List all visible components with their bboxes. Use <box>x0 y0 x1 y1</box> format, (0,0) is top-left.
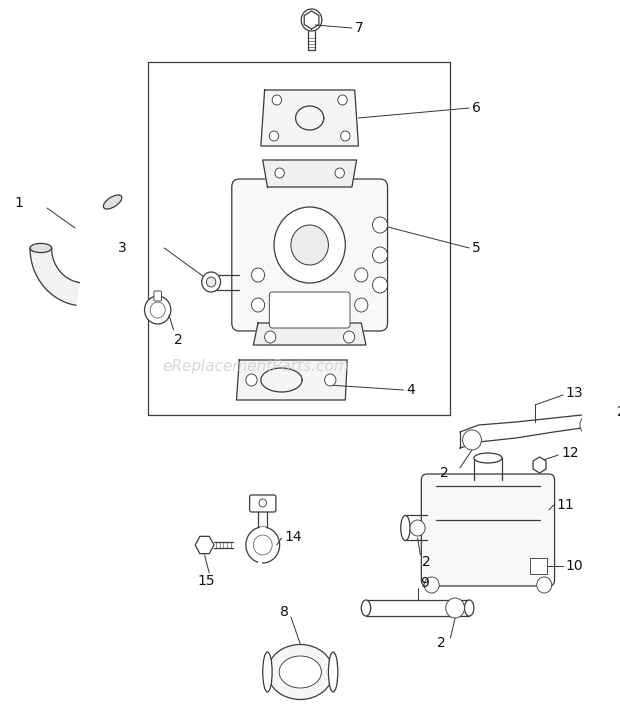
Circle shape <box>537 577 552 593</box>
Text: 7: 7 <box>355 21 363 35</box>
Polygon shape <box>236 360 347 400</box>
Text: 8: 8 <box>280 605 289 619</box>
Circle shape <box>252 298 265 312</box>
Circle shape <box>291 225 329 265</box>
Circle shape <box>338 95 347 105</box>
Circle shape <box>274 207 345 283</box>
Polygon shape <box>254 323 366 345</box>
Ellipse shape <box>361 600 371 616</box>
Ellipse shape <box>279 656 321 688</box>
Text: 4: 4 <box>406 383 415 397</box>
FancyBboxPatch shape <box>154 291 161 301</box>
FancyBboxPatch shape <box>232 179 388 331</box>
Circle shape <box>446 598 464 618</box>
Ellipse shape <box>267 645 333 699</box>
Circle shape <box>301 9 322 31</box>
Text: 6: 6 <box>472 101 481 115</box>
Ellipse shape <box>263 652 272 692</box>
FancyBboxPatch shape <box>250 495 276 512</box>
Polygon shape <box>263 160 356 187</box>
Text: 11: 11 <box>557 498 574 512</box>
Circle shape <box>410 520 425 536</box>
Circle shape <box>325 374 336 386</box>
Text: eReplacementParts.com: eReplacementParts.com <box>162 359 349 374</box>
Text: 1: 1 <box>14 196 23 210</box>
Circle shape <box>355 268 368 282</box>
Circle shape <box>206 277 216 287</box>
Circle shape <box>275 168 285 178</box>
Ellipse shape <box>474 453 502 463</box>
Polygon shape <box>30 248 79 306</box>
FancyBboxPatch shape <box>422 474 554 586</box>
Text: 9: 9 <box>420 576 429 590</box>
Circle shape <box>373 247 388 263</box>
Text: 2: 2 <box>437 636 446 650</box>
Circle shape <box>272 95 281 105</box>
Circle shape <box>373 217 388 233</box>
Text: 15: 15 <box>198 574 215 588</box>
Text: 13: 13 <box>566 386 583 400</box>
Circle shape <box>355 298 368 312</box>
Text: 2: 2 <box>174 333 182 347</box>
Text: 2: 2 <box>440 466 448 480</box>
Circle shape <box>580 415 599 435</box>
Ellipse shape <box>464 600 474 616</box>
Circle shape <box>265 331 276 343</box>
Polygon shape <box>261 90 358 146</box>
Circle shape <box>269 131 279 141</box>
Circle shape <box>335 168 344 178</box>
Text: 2: 2 <box>422 555 431 569</box>
Text: 12: 12 <box>561 446 579 460</box>
Circle shape <box>202 272 221 292</box>
Wedge shape <box>260 527 266 545</box>
Text: 14: 14 <box>285 530 302 544</box>
Circle shape <box>252 268 265 282</box>
Text: 10: 10 <box>566 559 583 573</box>
Text: 3: 3 <box>118 241 126 255</box>
Circle shape <box>254 535 272 555</box>
Text: 5: 5 <box>472 241 480 255</box>
Circle shape <box>373 277 388 293</box>
Circle shape <box>463 430 481 450</box>
Circle shape <box>150 302 165 318</box>
Circle shape <box>343 331 355 343</box>
FancyBboxPatch shape <box>269 292 350 328</box>
Ellipse shape <box>597 417 604 431</box>
Circle shape <box>246 527 280 563</box>
Ellipse shape <box>30 243 51 253</box>
Circle shape <box>259 499 267 507</box>
Bar <box>530 558 547 574</box>
Circle shape <box>246 374 257 386</box>
Circle shape <box>424 577 439 593</box>
Circle shape <box>144 296 170 324</box>
Text: 2: 2 <box>618 405 620 419</box>
Ellipse shape <box>329 652 338 692</box>
Ellipse shape <box>104 195 122 209</box>
Circle shape <box>340 131 350 141</box>
Ellipse shape <box>401 515 410 540</box>
